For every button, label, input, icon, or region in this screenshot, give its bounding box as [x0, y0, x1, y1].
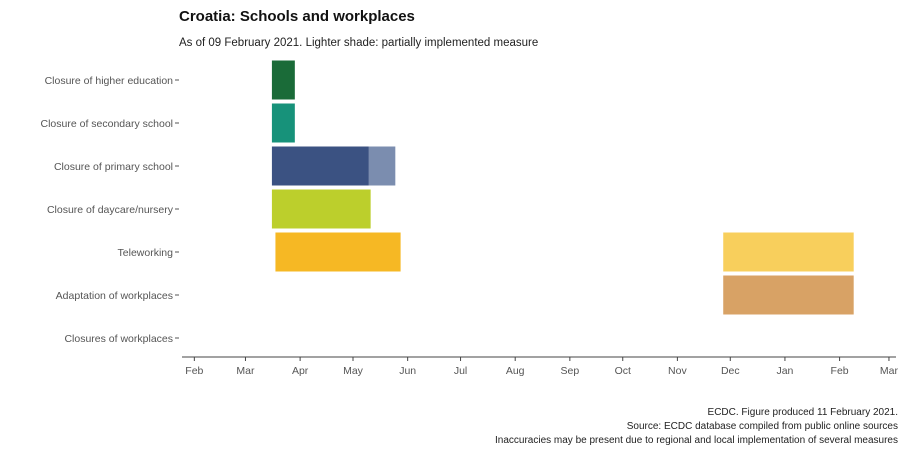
- bar-partial: [723, 275, 854, 315]
- x-tick-label: Jun: [399, 365, 416, 377]
- figure-caption: ECDC. Figure produced 11 February 2021. …: [495, 406, 898, 448]
- bar-full: [271, 103, 295, 143]
- x-tick-label: Dec: [721, 365, 740, 377]
- caption-line-2: Source: ECDC database compiled from publ…: [626, 421, 898, 432]
- x-tick-label: Aug: [506, 365, 525, 377]
- x-tick-label: Feb: [831, 365, 849, 377]
- x-tick-label: May: [343, 365, 364, 377]
- x-tick-label: Mar: [880, 365, 899, 377]
- caption-line-1: ECDC. Figure produced 11 February 2021.: [707, 407, 898, 418]
- y-tick-label: Closure of primary school: [54, 161, 173, 173]
- y-axis-labels: Closure of higher education Closure of se…: [41, 75, 179, 345]
- caption-line-3: Inaccuracies may be present due to regio…: [495, 435, 898, 446]
- chart-subtitle: As of 09 February 2021. Lighter shade: p…: [179, 37, 539, 49]
- bar-partial: [368, 146, 396, 186]
- x-tick-label: Sep: [561, 365, 580, 377]
- chart-title: Croatia: Schools and workplaces: [179, 8, 415, 25]
- bar-full: [271, 146, 369, 186]
- chart-bars: [271, 60, 854, 315]
- x-tick-label: Oct: [615, 365, 631, 377]
- bar-full: [275, 232, 401, 272]
- x-tick-label: Jul: [454, 365, 467, 377]
- y-tick-label: Closure of daycare/nursery: [47, 204, 174, 216]
- x-tick-label: Feb: [185, 365, 203, 377]
- y-tick-label: Closure of higher education: [45, 75, 174, 87]
- bar-full: [271, 189, 371, 229]
- x-tick-label: Jan: [776, 365, 793, 377]
- x-axis: Feb Mar Apr May Jun Jul Aug Sep Oct Nov Dec Jan Feb M…: [182, 356, 899, 377]
- x-tick-label: Nov: [668, 365, 687, 377]
- y-tick-label: Closure of secondary school: [41, 118, 174, 130]
- x-tick-label: Apr: [292, 365, 309, 377]
- y-tick-label: Adaptation of workplaces: [56, 290, 173, 302]
- bar-full: [271, 60, 295, 100]
- x-tick-label: Mar: [236, 365, 255, 377]
- y-tick-label: Closures of workplaces: [64, 333, 173, 345]
- y-tick-label: Teleworking: [118, 247, 174, 259]
- bar-partial: [723, 232, 854, 272]
